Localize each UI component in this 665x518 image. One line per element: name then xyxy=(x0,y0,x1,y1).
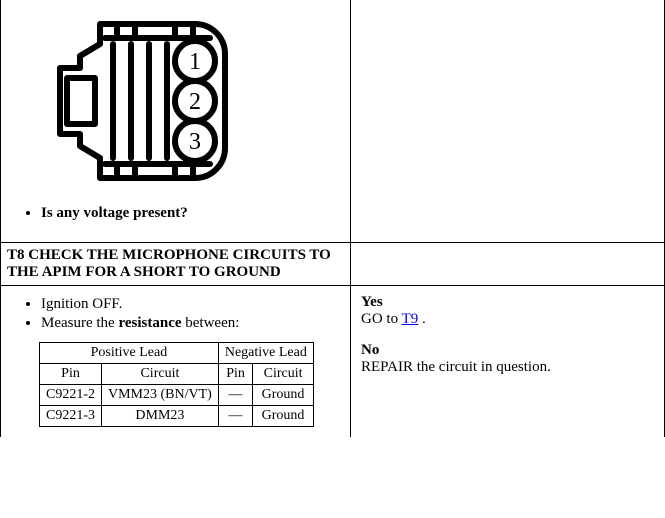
cell-connector-left: 1 2 3 Is any voltage present? xyxy=(1,0,351,242)
cell: VMM23 (BN/VT) xyxy=(102,385,219,406)
col-circuit-pos: Circuit xyxy=(102,364,219,385)
cell: — xyxy=(218,385,252,406)
pin-1-label: 1 xyxy=(189,49,201,75)
question-list: Is any voltage present? xyxy=(15,205,340,222)
cell: Ground xyxy=(253,385,314,406)
leads-pos-header: Positive Lead xyxy=(40,343,219,364)
t9-link[interactable]: T9 xyxy=(402,311,419,327)
diagnostic-table: 1 2 3 Is any voltage present? T8 CHECK T… xyxy=(0,0,665,437)
leads-table: Positive Lead Negative Lead Pin Circuit … xyxy=(39,342,314,427)
cell-connector-right xyxy=(351,0,664,242)
t8-header-right xyxy=(351,243,664,285)
cell: DMM23 xyxy=(102,406,219,427)
pin-2-label: 2 xyxy=(189,89,201,115)
cell: C9221-3 xyxy=(40,406,102,427)
t8-steps: Ignition OFF. Measure the resistance bet… xyxy=(15,296,340,332)
t8-step-2: Measure the resistance between: xyxy=(41,315,340,332)
no-text: REPAIR the circuit in question. xyxy=(361,359,654,376)
resistance-word: resistance xyxy=(118,315,181,331)
t8-body-right: Yes GO to T9 . No REPAIR the circuit in … xyxy=(351,286,664,437)
col-pin-pos: Pin xyxy=(40,364,102,385)
cell: — xyxy=(218,406,252,427)
row-t8-body: Ignition OFF. Measure the resistance bet… xyxy=(1,286,664,437)
yes-suffix: . xyxy=(418,311,426,327)
cell: Ground xyxy=(253,406,314,427)
yes-label: Yes xyxy=(361,294,654,311)
yes-prefix: GO to xyxy=(361,311,402,327)
col-pin-neg: Pin xyxy=(218,364,252,385)
t8-body-left: Ignition OFF. Measure the resistance bet… xyxy=(1,286,351,437)
cell: C9221-2 xyxy=(40,385,102,406)
col-circuit-neg: Circuit xyxy=(253,364,314,385)
pin-3-label: 3 xyxy=(189,129,201,155)
yes-text: GO to T9 . xyxy=(361,311,654,328)
connector-diagram: 1 2 3 xyxy=(45,6,340,201)
leads-neg-header: Negative Lead xyxy=(218,343,313,364)
no-label: No xyxy=(361,342,654,359)
table-row: C9221-3 DMM23 — Ground xyxy=(40,406,314,427)
row-connector: 1 2 3 Is any voltage present? xyxy=(1,0,664,243)
question-text: Is any voltage present? xyxy=(41,205,340,222)
table-row: C9221-2 VMM23 (BN/VT) — Ground xyxy=(40,385,314,406)
t8-step-1: Ignition OFF. xyxy=(41,296,340,313)
row-t8-header: T8 CHECK THE MICROPHONE CIRCUITS TO THE … xyxy=(1,243,664,286)
t8-header-text: T8 CHECK THE MICROPHONE CIRCUITS TO THE … xyxy=(1,243,351,285)
